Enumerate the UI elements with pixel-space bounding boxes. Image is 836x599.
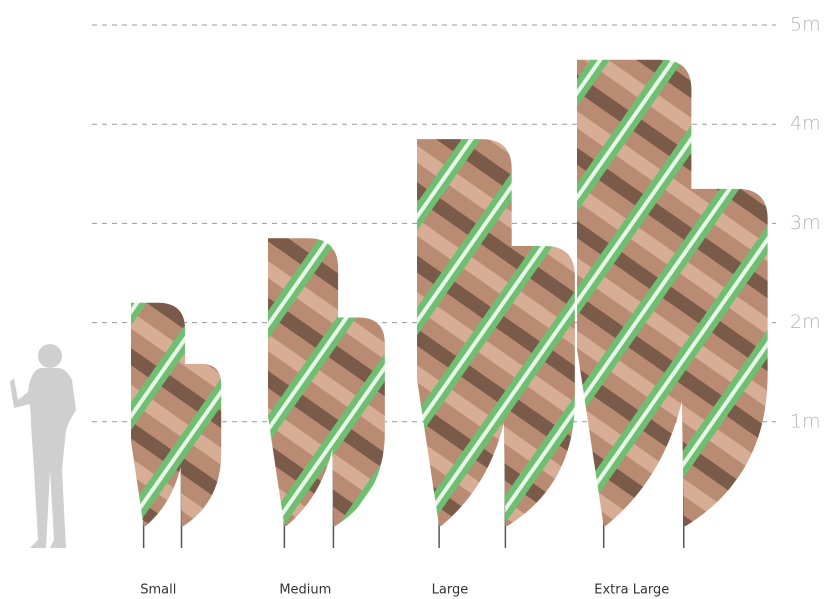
flag [417,139,512,526]
y-tick-label: 5m [790,14,821,36]
flag-back [180,363,222,526]
flag-back [332,317,385,526]
y-tick-label: 4m [790,113,821,135]
flag [577,59,692,526]
x-tick-label: Medium [279,583,331,598]
y-tick-label: 2m [790,311,821,333]
flag-back [681,188,768,526]
flag-back [503,246,575,527]
y-tick-label: 3m [790,212,821,234]
x-tick-label: Small [140,583,176,598]
x-tick-label: Extra Large [594,583,669,598]
person-silhouette [10,344,76,548]
flag [268,238,339,526]
y-tick-label: 1m [790,410,821,432]
flag [131,302,186,526]
x-tick-label: Large [432,583,469,598]
